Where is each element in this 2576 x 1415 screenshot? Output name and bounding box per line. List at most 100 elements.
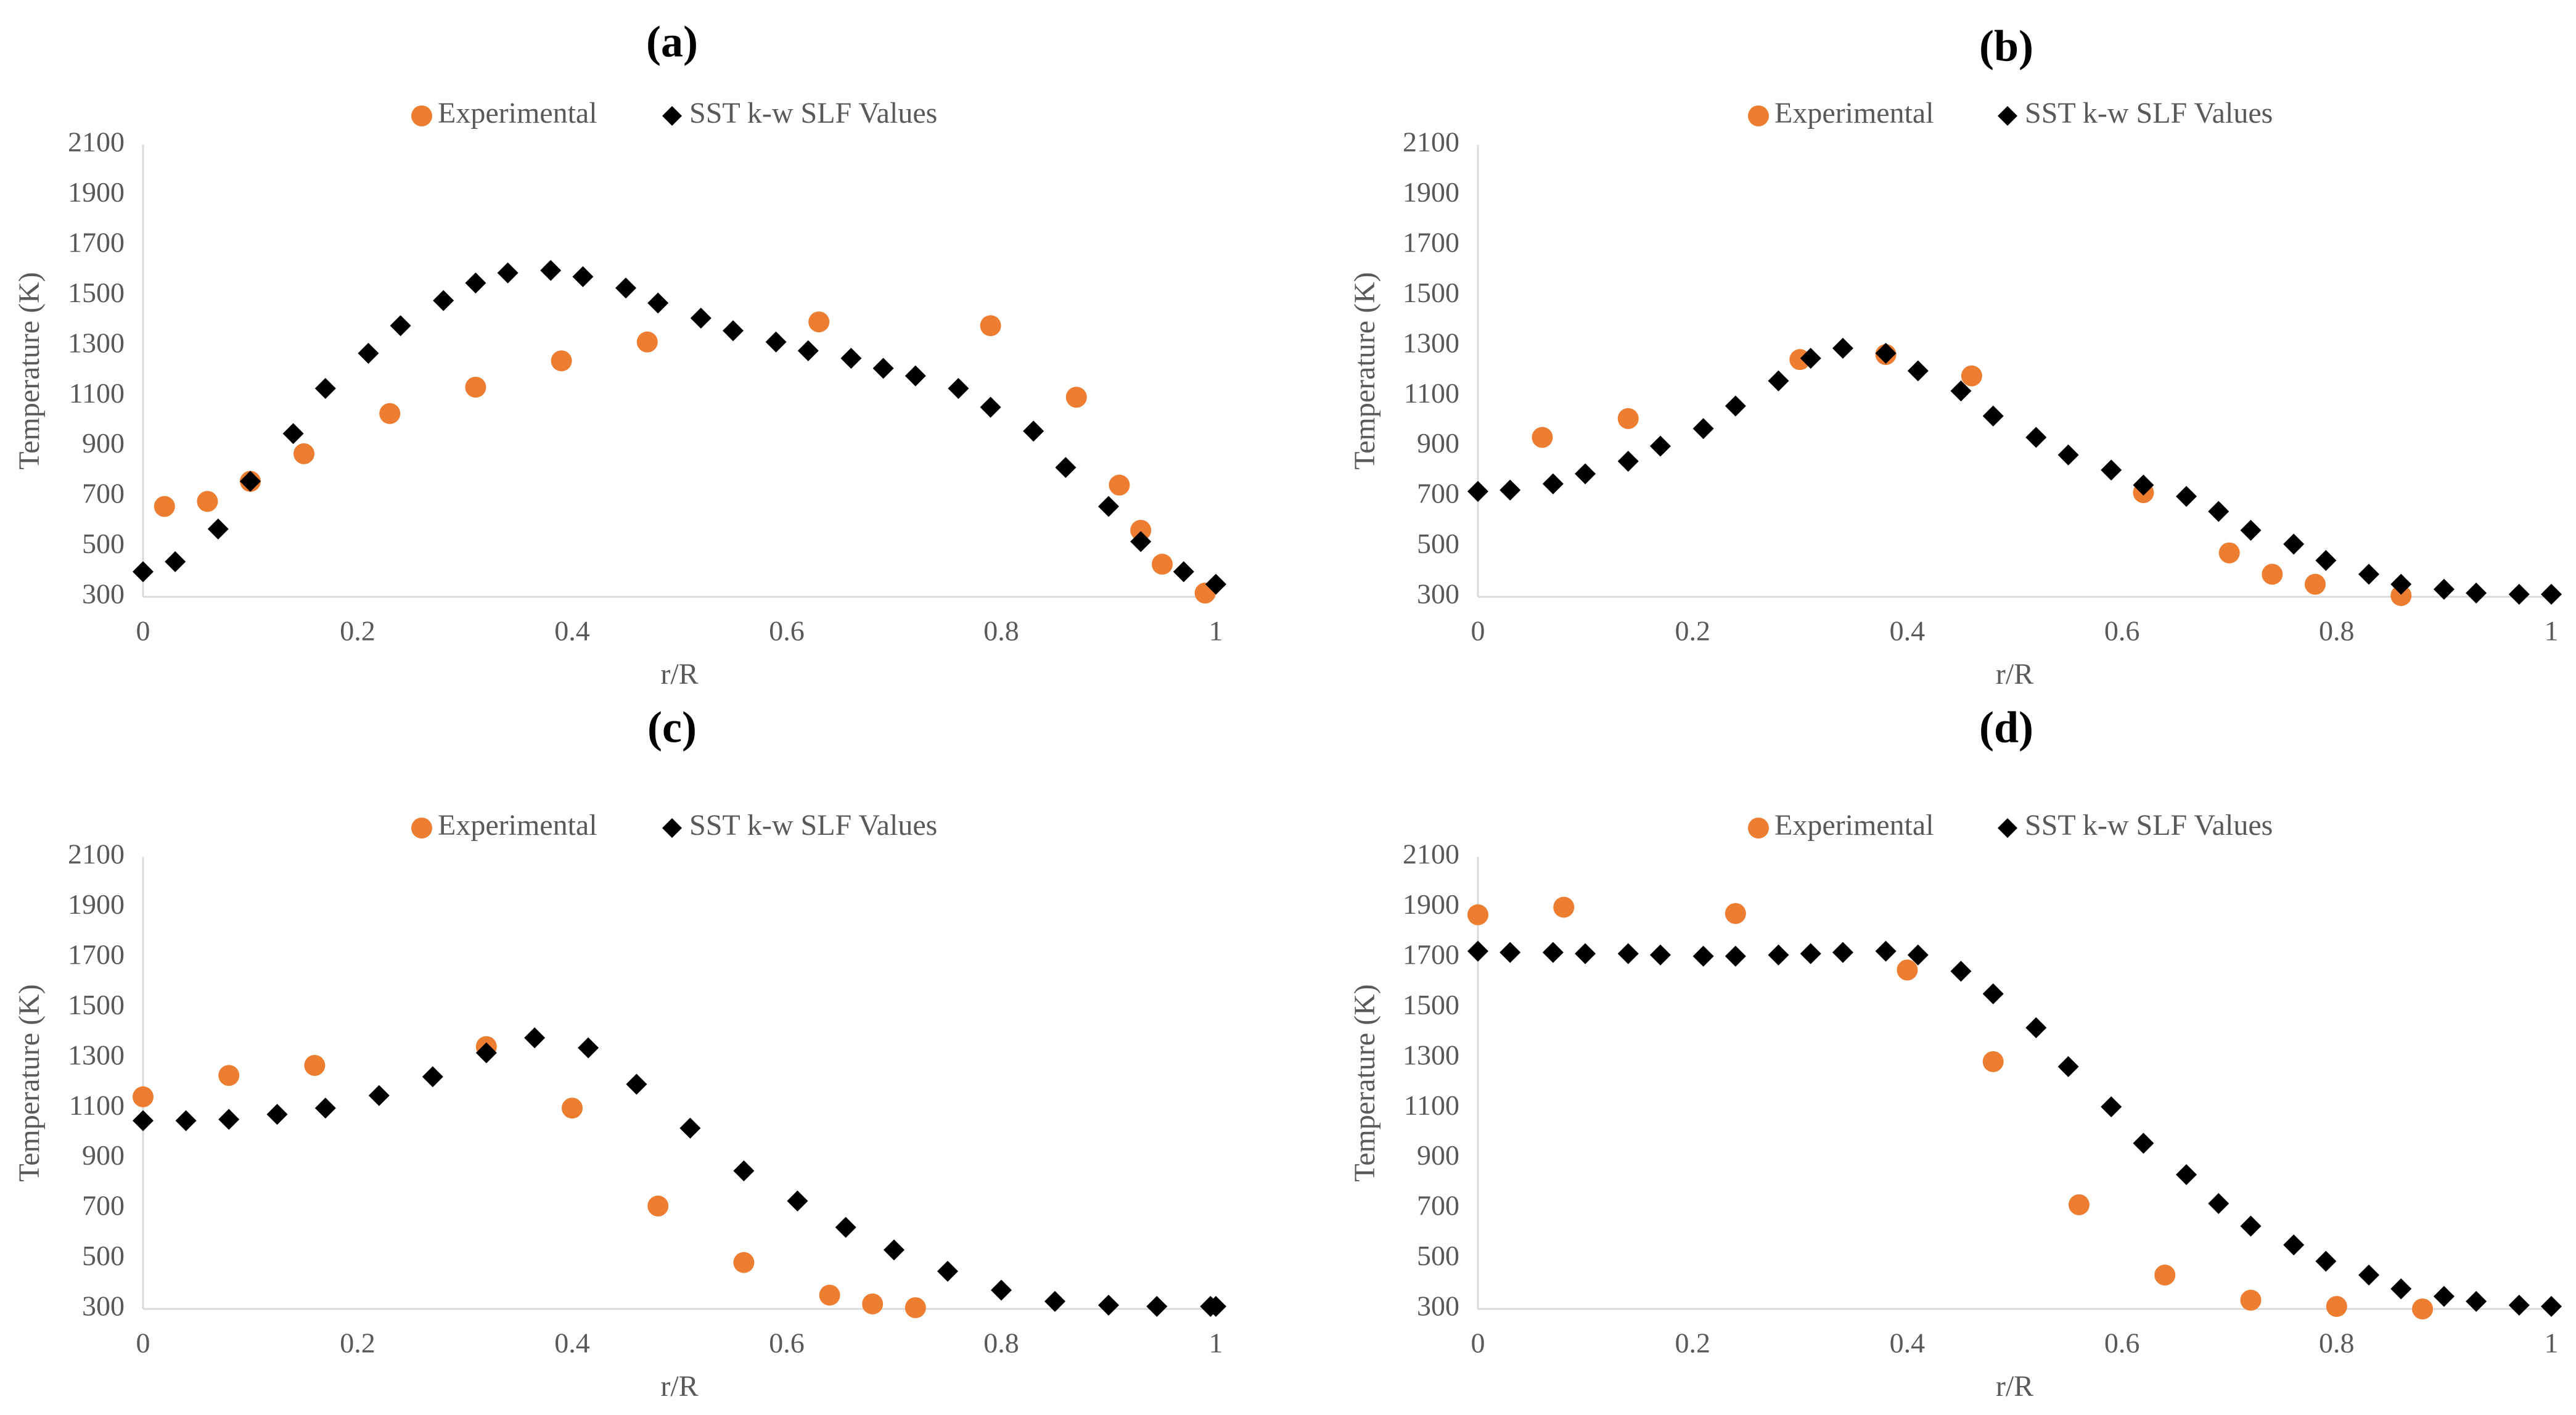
- x-tick-label: 1: [2545, 615, 2559, 647]
- sst-point: [240, 470, 261, 492]
- legend-diamond-marker: [662, 818, 682, 838]
- sst-point: [218, 1109, 240, 1130]
- experimental-point: [551, 350, 572, 372]
- sst-point: [2101, 1096, 2122, 1118]
- sst-point: [1950, 380, 1972, 402]
- panel-label: (d): [1979, 703, 2033, 752]
- sst-point: [2390, 573, 2412, 595]
- x-tick-label: 0.6: [769, 1327, 805, 1359]
- panel-label: (b): [1979, 22, 2033, 71]
- sst-point: [1768, 944, 1789, 966]
- sst-point: [497, 262, 519, 284]
- x-tick-label: 1: [1209, 1327, 1223, 1359]
- sst-point: [647, 292, 669, 314]
- sst-point: [2508, 1294, 2530, 1316]
- sst-point: [572, 266, 594, 287]
- sst-point: [165, 551, 186, 572]
- experimental-point: [197, 491, 218, 512]
- y-tick-label: 500: [82, 1240, 125, 1271]
- y-tick-label: 2100: [68, 839, 125, 870]
- y-tick-label: 1300: [68, 327, 125, 358]
- y-tick-label: 1500: [1403, 277, 1459, 308]
- experimental-point: [2068, 1194, 2090, 1216]
- y-tick-label: 500: [1417, 1240, 1459, 1271]
- sst-point: [1542, 941, 1564, 963]
- sst-point: [1768, 370, 1789, 392]
- sst-point: [723, 320, 744, 342]
- x-tick-label: 0.6: [2104, 1327, 2140, 1359]
- experimental-point: [293, 443, 314, 464]
- experimental-point: [2154, 1265, 2176, 1286]
- sst-point: [540, 260, 562, 281]
- experimental-point: [636, 331, 658, 353]
- legend-label-experimental: Experimental: [438, 809, 597, 842]
- legend: Experimental SST k-w SLF Values: [411, 809, 937, 842]
- series-sst: [1467, 940, 2562, 1317]
- y-tick-label: 2100: [1403, 839, 1459, 870]
- experimental-point: [1897, 959, 1918, 981]
- sst-point: [1205, 573, 1226, 595]
- sst-point: [1649, 435, 1671, 457]
- sst-point: [2133, 474, 2154, 496]
- legend-label-sst: SST k-w SLF Values: [2025, 97, 2273, 129]
- sst-point: [937, 1260, 958, 1282]
- sst-point: [733, 1160, 755, 1182]
- sst-point: [465, 272, 486, 293]
- y-tick-label: 700: [1417, 478, 1459, 509]
- sst-point: [266, 1104, 288, 1125]
- x-axis-title: r/R: [1996, 658, 2033, 691]
- sst-point: [2208, 501, 2229, 522]
- y-tick-label: 900: [82, 427, 125, 459]
- sst-point: [1800, 348, 1821, 369]
- experimental-point: [304, 1054, 326, 1076]
- y-tick-label: 1500: [68, 989, 125, 1020]
- experimental-point: [133, 1086, 154, 1107]
- experimental-point: [2218, 542, 2240, 564]
- x-tick-label: 0: [136, 1327, 150, 1359]
- legend: Experimental SST k-w SLF Values: [1748, 809, 2273, 842]
- sst-point: [2390, 1278, 2412, 1300]
- sst-point: [2433, 578, 2455, 600]
- experimental-point: [1725, 903, 1746, 924]
- sst-point: [2208, 1192, 2229, 1214]
- x-tick-label: 0.8: [2319, 1327, 2355, 1359]
- sst-point: [422, 1066, 443, 1088]
- sst-point: [524, 1027, 546, 1049]
- sst-point: [2101, 459, 2122, 481]
- experimental-point: [1109, 474, 1130, 496]
- y-tick-label: 1300: [1403, 327, 1459, 358]
- sst-point: [2057, 1056, 2079, 1078]
- sst-point: [1467, 940, 1488, 962]
- y-tick-label: 900: [1417, 427, 1459, 459]
- y-tick-label: 1900: [68, 176, 125, 208]
- sst-point: [475, 1042, 497, 1064]
- sst-point: [2358, 564, 2380, 585]
- y-tick-label: 700: [82, 478, 125, 509]
- x-tick-label: 0.4: [554, 615, 590, 647]
- x-tick-label: 1: [1209, 615, 1223, 647]
- experimental-point: [154, 496, 175, 517]
- y-tick-label: 1700: [1403, 226, 1459, 258]
- sst-point: [1832, 337, 1853, 359]
- sst-point: [1055, 457, 1077, 478]
- sst-point: [2541, 1295, 2562, 1317]
- experimental-point: [819, 1284, 840, 1306]
- sst-point: [175, 1110, 197, 1131]
- sst-point: [1023, 420, 1044, 442]
- experimental-point: [218, 1065, 240, 1086]
- x-tick-label: 0.6: [769, 615, 805, 647]
- sst-point: [133, 1110, 154, 1131]
- legend-circle-marker: [1748, 105, 1769, 126]
- y-tick-label: 1900: [68, 888, 125, 920]
- chart-panel-3: (c) Experimental SST k-w SLF Values 300 500 7…: [13, 703, 1226, 1403]
- x-axis-title: r/R: [1996, 1370, 2033, 1403]
- x-tick-label: 0.6: [2104, 615, 2140, 647]
- y-axis-title: Temperature (K): [1348, 272, 1381, 469]
- sst-point: [1617, 943, 1639, 964]
- x-tick-label: 0: [1471, 1327, 1485, 1359]
- experimental-point: [379, 403, 401, 424]
- x-tick-label: 0.2: [340, 615, 375, 647]
- sst-point: [578, 1037, 599, 1059]
- y-tick-label: 1300: [1403, 1039, 1459, 1070]
